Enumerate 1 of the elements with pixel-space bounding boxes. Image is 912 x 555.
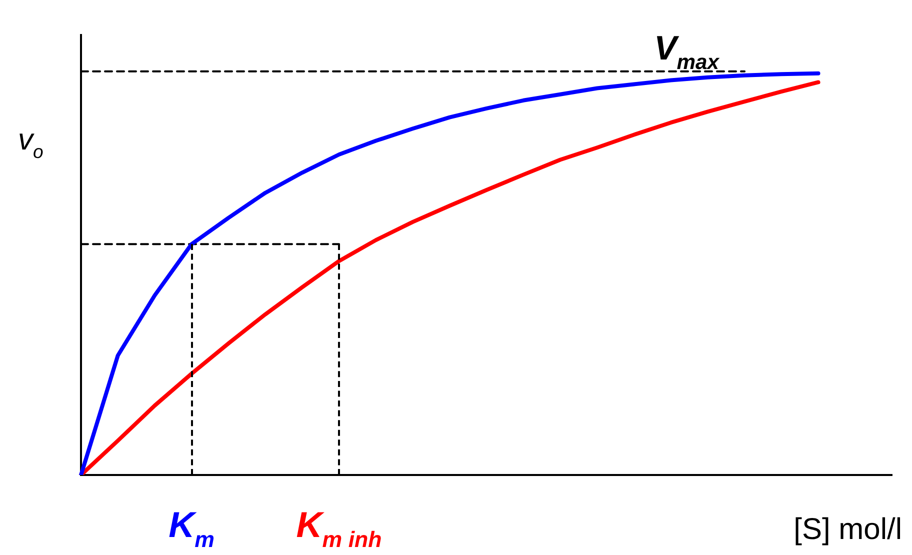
x-axis-title: [S] mol/l	[794, 513, 902, 546]
